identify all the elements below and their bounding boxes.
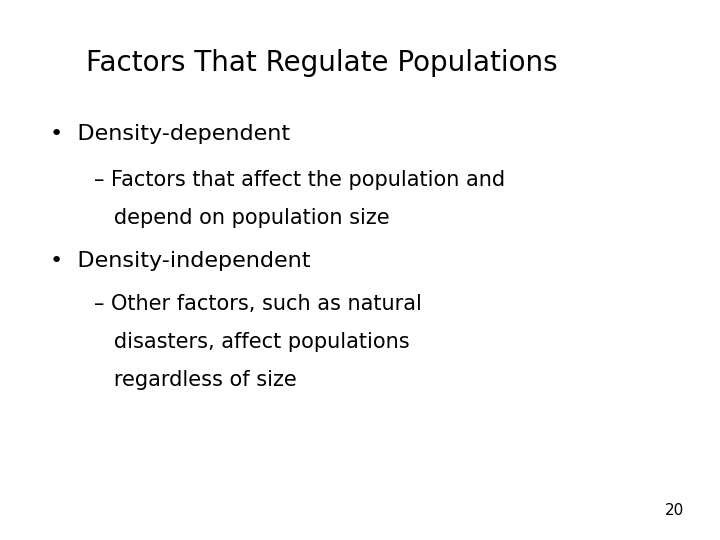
Text: •  Density-independent: • Density-independent [50, 251, 311, 271]
Text: •  Density-dependent: • Density-dependent [50, 124, 291, 144]
Text: – Other factors, such as natural: – Other factors, such as natural [94, 294, 421, 314]
Text: Factors That Regulate Populations: Factors That Regulate Populations [86, 49, 558, 77]
Text: regardless of size: regardless of size [94, 370, 297, 390]
Text: disasters, affect populations: disasters, affect populations [94, 332, 409, 352]
Text: – Factors that affect the population and: – Factors that affect the population and [94, 170, 505, 190]
Text: 20: 20 [665, 503, 684, 518]
Text: depend on population size: depend on population size [94, 208, 390, 228]
